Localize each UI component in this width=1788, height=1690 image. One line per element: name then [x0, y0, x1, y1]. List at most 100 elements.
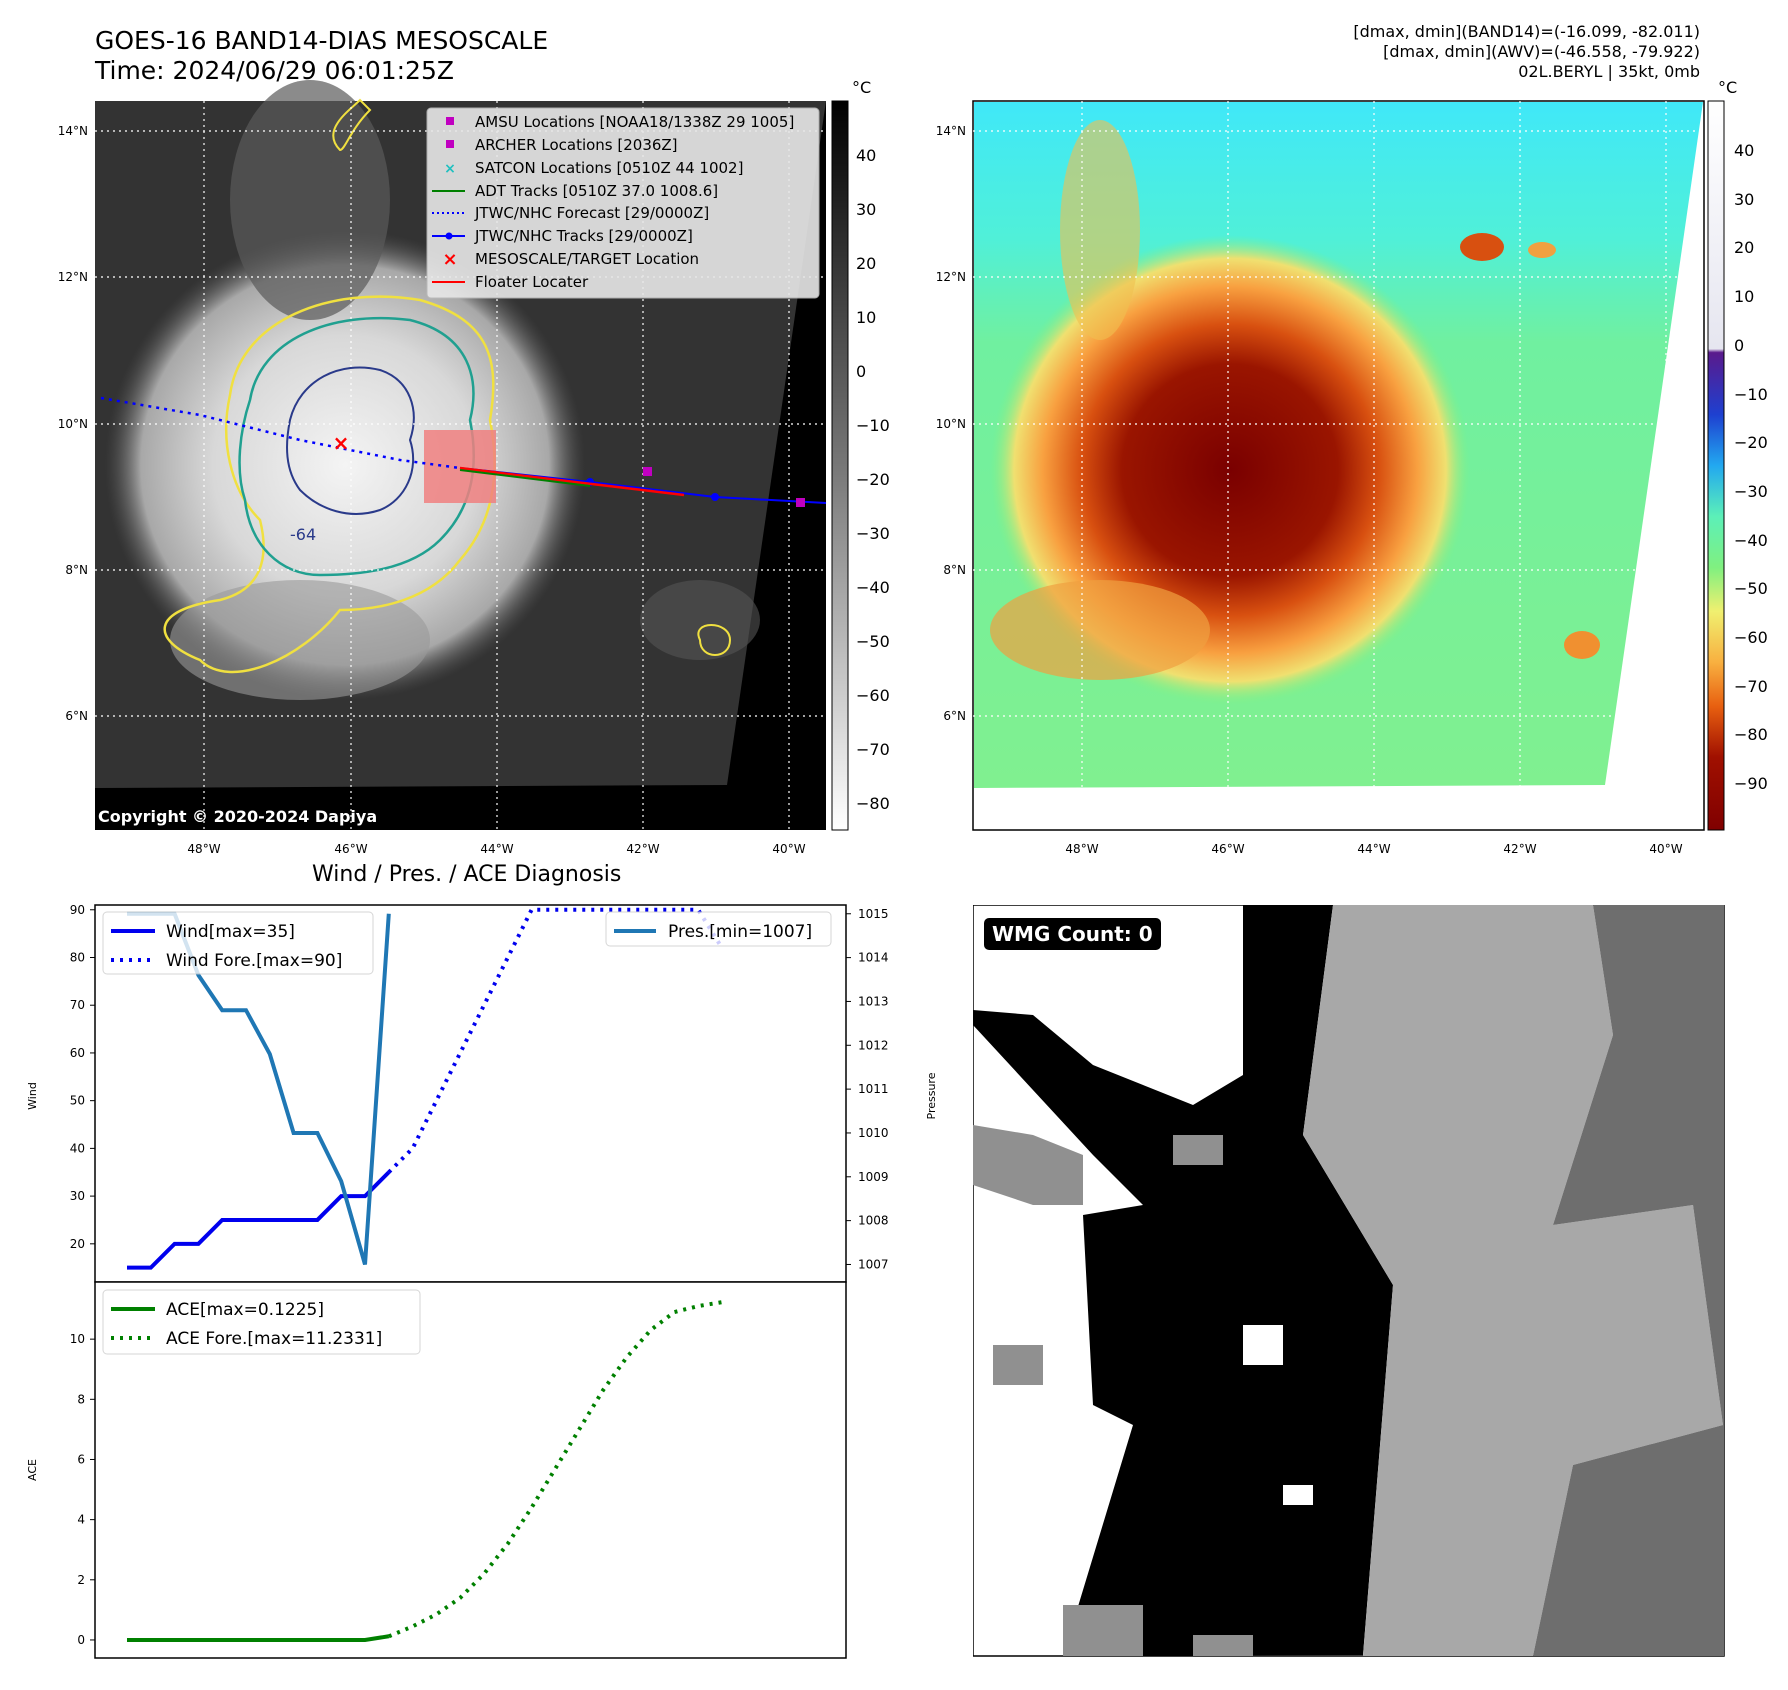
figure-title: GOES-16 BAND14-DIAS MESOSCALE Time: 2024… [95, 26, 548, 86]
stats-line-3: 02L.BERYL | 35kt, 0mb [1518, 62, 1700, 81]
pressure-tick-label: 1010 [858, 1126, 889, 1140]
legend-wind: Wind[max=35] [166, 922, 295, 942]
legend-item-tracks: JTWC/NHC Tracks [29/0000Z] [432, 227, 693, 245]
title-line-1: GOES-16 BAND14-DIAS MESOSCALE [95, 26, 549, 55]
wind-tick-label: 40 [70, 1141, 85, 1155]
wind-tick-label: 90 [70, 903, 85, 917]
ace-tick-label: 6 [77, 1452, 85, 1466]
floater-line [459, 466, 685, 497]
ir-map-lon-labels: 48°W 46°W 44°W 42°W 40°W [187, 842, 805, 856]
wind-y-ticks: 20 30 40 50 60 70 80 90 [70, 903, 95, 1251]
floater-box [424, 430, 496, 503]
svg-text:30: 30 [1734, 190, 1754, 209]
ace-tick-label: 4 [77, 1513, 85, 1527]
svg-text:AMSU Locations [NOAA18/1338Z 2: AMSU Locations [NOAA18/1338Z 29 1005] [475, 113, 794, 131]
ace-tick-label: 10 [70, 1332, 85, 1346]
stats-line-1: [dmax, dmin](BAND14)=(-16.099, -82.011) [1353, 22, 1700, 41]
ace-tick-label: 0 [77, 1633, 85, 1647]
svg-text:ADT Tracks [0510Z 37.0 1008.6]: ADT Tracks [0510Z 37.0 1008.6] [475, 182, 718, 200]
legend-pressure: Pres.[min=1007] [668, 922, 812, 942]
wmg-dark-gray-region [1533, 905, 1724, 1656]
svg-text:−20: −20 [856, 470, 890, 489]
svg-text:−30: −30 [856, 524, 890, 543]
ace-line [127, 1634, 390, 1642]
svg-text:46°W: 46°W [1211, 842, 1244, 856]
svg-text:−70: −70 [1734, 677, 1768, 696]
pressure-axis-label: Pressure [925, 1072, 938, 1119]
color-map-lat-labels: 14°N 12°N 10°N 8°N 6°N [936, 124, 966, 723]
svg-text:14°N: 14°N [936, 124, 966, 138]
svg-text:10: 10 [1734, 287, 1754, 306]
legend-item-adt: ADT Tracks [0510Z 37.0 1008.6] [432, 182, 718, 200]
svg-text:×: × [444, 161, 456, 177]
svg-text:0: 0 [1734, 336, 1744, 355]
svg-text:10°N: 10°N [936, 417, 966, 431]
legend-item-forecast: JTWC/NHC Forecast [29/0000Z] [432, 204, 709, 222]
amsu-marker [796, 498, 805, 507]
svg-text:12°N: 12°N [58, 270, 88, 284]
wmg-count-badge: WMG Count: 0 [984, 918, 1161, 950]
svg-text:−20: −20 [1734, 433, 1768, 452]
svg-text:48°W: 48°W [187, 842, 220, 856]
svg-text:JTWC/NHC Tracks [29/0000Z]: JTWC/NHC Tracks [29/0000Z] [474, 227, 693, 245]
wmg-light-gray-region [1303, 905, 1723, 1656]
svg-text:ARCHER Locations [2036Z]: ARCHER Locations [2036Z] [475, 136, 678, 154]
pressure-tick-label: 1012 [858, 1038, 889, 1052]
svg-text:40°W: 40°W [1649, 842, 1682, 856]
legend-wind-forecast: Wind Fore.[max=90] [166, 951, 342, 971]
pressure-tick-label: 1011 [858, 1082, 889, 1096]
wind-tick-label: 50 [70, 1094, 85, 1108]
pressure-tick-label: 1008 [858, 1214, 889, 1228]
legend-ace-forecast: ACE Fore.[max=11.2331] [166, 1329, 382, 1349]
svg-text:−40: −40 [1734, 531, 1768, 550]
legend-item-target: × MESOSCALE/TARGET Location [442, 249, 699, 270]
wind-tick-label: 80 [70, 950, 85, 964]
forecast-track [100, 396, 461, 470]
legend-item-archer: ARCHER Locations [2036Z] [446, 136, 678, 154]
target-marker: × [333, 431, 350, 455]
svg-text:−10: −10 [1734, 385, 1768, 404]
svg-text:46°W: 46°W [334, 842, 367, 856]
gray-colorbar [831, 100, 849, 831]
svg-text:40: 40 [1734, 141, 1754, 160]
ir-map-panel: -64 × AMSU Locations [NOAA18/1338Z 29 10… [58, 78, 1768, 856]
svg-text:40°W: 40°W [772, 842, 805, 856]
pressure-y-ticks: 1007 1008 1009 1010 1011 1012 1013 1014 1015 [846, 907, 889, 1271]
color-colorbar-ticks: 40 30 20 10 0 −10 −20 −30 −40 −50 −60 −7… [1734, 141, 1768, 793]
wind-tick-label: 70 [70, 998, 85, 1012]
svg-text:30: 30 [856, 200, 876, 219]
color-colorbar-unit: °C [1718, 78, 1737, 97]
svg-text:0: 0 [856, 362, 866, 381]
svg-text:44°W: 44°W [1357, 842, 1390, 856]
ace-y-ticks: 0 2 4 6 8 10 [70, 1332, 95, 1647]
stats-line-2: [dmax, dmin](AWV)=(-46.558, -79.922) [1383, 42, 1700, 61]
svg-text:−70: −70 [856, 740, 890, 759]
svg-text:−60: −60 [1734, 628, 1768, 647]
ir-storm-cloud [105, 230, 585, 700]
svg-text:6°N: 6°N [943, 709, 966, 723]
ace-tick-label: 8 [77, 1392, 85, 1406]
pressure-legend: Pres.[min=1007] [605, 911, 832, 947]
ace-tick-label: 2 [77, 1573, 85, 1587]
ir-map-lat-labels: 14°N 12°N 10°N 8°N 6°N [58, 124, 88, 723]
svg-text:−50: −50 [1734, 579, 1768, 598]
svg-text:42°W: 42°W [1503, 842, 1536, 856]
wind-axis-label: Wind [26, 1082, 39, 1110]
svg-text:−30: −30 [1734, 482, 1768, 501]
svg-text:48°W: 48°W [1065, 842, 1098, 856]
stats-header: [dmax, dmin](BAND14)=(-16.099, -82.011) … [1353, 22, 1700, 82]
wind-legend: Wind[max=35] Wind Fore.[max=90] [102, 911, 374, 975]
svg-text:8°N: 8°N [65, 563, 88, 577]
ace-series [127, 1300, 723, 1642]
gray-colorbar-ticks: 40 30 20 10 0 −10 −20 −30 −40 −50 −60 −7… [856, 146, 890, 813]
svg-text:12°N: 12°N [936, 270, 966, 284]
svg-text:40: 40 [856, 146, 876, 165]
gray-colorbar-unit: °C [852, 78, 871, 97]
legend-ace: ACE[max=0.1225] [166, 1300, 324, 1320]
ace-axis-label: ACE [26, 1459, 39, 1481]
svg-text:8°N: 8°N [943, 563, 966, 577]
wind-tick-label: 30 [70, 1189, 85, 1203]
svg-text:−50: −50 [856, 632, 890, 651]
svg-text:10: 10 [856, 308, 876, 327]
svg-text:MESOSCALE/TARGET Location: MESOSCALE/TARGET Location [475, 250, 699, 268]
